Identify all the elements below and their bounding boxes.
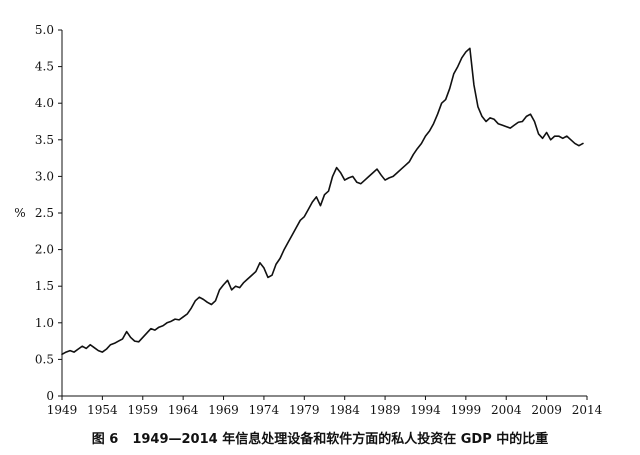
y-tick-label: 0.5 bbox=[35, 352, 54, 366]
x-tick-label: 2014 bbox=[572, 403, 603, 417]
y-tick-label: 2.0 bbox=[35, 243, 54, 257]
y-tick-label: 4.0 bbox=[35, 96, 54, 110]
x-tick-label: 1964 bbox=[168, 403, 199, 417]
y-axis-label: % bbox=[14, 206, 25, 220]
x-axis-ticks: 1949 1954 1959 1964 1969 1974 1979 1984 1989 1994… bbox=[47, 396, 603, 417]
y-tick-label: 0 bbox=[46, 389, 54, 403]
x-tick-label: 2004 bbox=[491, 403, 522, 417]
x-tick-label: 2009 bbox=[531, 403, 562, 417]
y-tick-label: 5.0 bbox=[35, 23, 54, 37]
caption-text: 1949—2014 年信息处理设备和软件方面的私人投资在 GDP 中的比重 bbox=[132, 432, 549, 447]
x-tick-label: 1994 bbox=[410, 403, 441, 417]
x-tick-label: 1969 bbox=[208, 403, 239, 417]
x-tick-label: 1979 bbox=[289, 403, 320, 417]
figure-number: 图 6 bbox=[91, 432, 119, 447]
x-tick-label: 1984 bbox=[329, 403, 360, 417]
y-tick-label: 3.0 bbox=[35, 169, 54, 183]
x-tick-label: 1954 bbox=[87, 403, 118, 417]
y-tick-label: 4.5 bbox=[35, 60, 54, 74]
y-tick-label: 1.5 bbox=[35, 279, 54, 293]
y-axis-ticks: 0 0.5 1.0 1.5 2.0 2.5 3.0 3.5 4.0 4.5 5.0 bbox=[35, 23, 62, 403]
figure-caption: 图 6 1949—2014 年信息处理设备和软件方面的私人投资在 GDP 中的比重 bbox=[0, 428, 640, 447]
x-tick-label: 1989 bbox=[370, 403, 401, 417]
x-tick-label: 1999 bbox=[451, 403, 482, 417]
y-tick-label: 3.5 bbox=[35, 133, 54, 147]
line-chart: 0 0.5 1.0 1.5 2.0 2.5 3.0 3.5 4.0 4.5 5.0 1949 1954… bbox=[14, 23, 603, 417]
x-tick-label: 1974 bbox=[249, 403, 280, 417]
series-line bbox=[61, 47, 584, 356]
x-tick-label: 1959 bbox=[127, 403, 158, 417]
x-tick-label: 1949 bbox=[47, 403, 78, 417]
y-tick-label: 2.5 bbox=[35, 206, 54, 220]
y-tick-label: 1.0 bbox=[35, 316, 54, 330]
